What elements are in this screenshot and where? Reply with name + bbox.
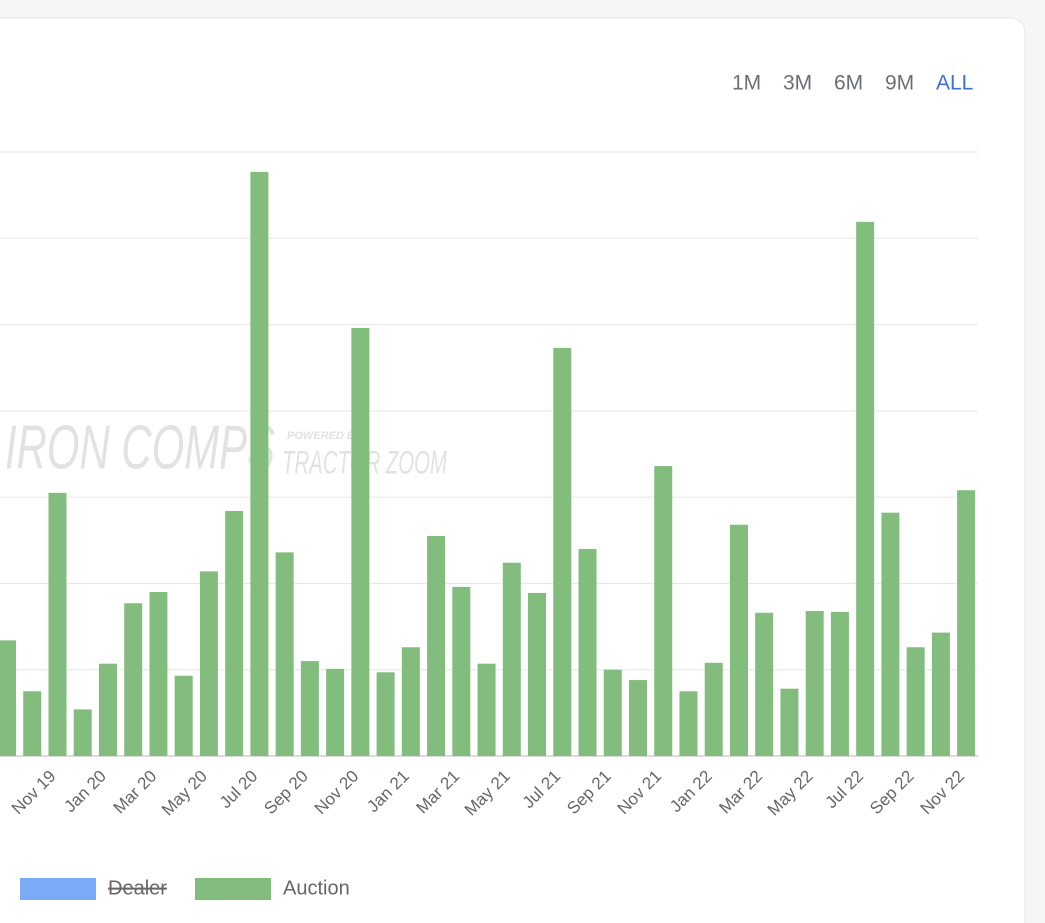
bar bbox=[250, 171, 269, 757]
bar bbox=[452, 586, 471, 756]
range-button[interactable]: 6M bbox=[834, 72, 863, 95]
range-button[interactable]: 3M bbox=[783, 72, 812, 95]
bar bbox=[300, 661, 319, 756]
legend-label[interactable]: Dealer bbox=[108, 877, 167, 899]
bar bbox=[502, 562, 521, 756]
bar bbox=[704, 662, 723, 756]
bar bbox=[149, 592, 168, 756]
bar bbox=[401, 647, 420, 756]
bar bbox=[376, 672, 395, 756]
bar bbox=[856, 221, 875, 757]
legend-swatch[interactable] bbox=[20, 878, 96, 900]
bar bbox=[0, 640, 16, 756]
range-button[interactable]: 9M bbox=[885, 72, 914, 95]
bar bbox=[780, 688, 799, 756]
bar bbox=[553, 347, 572, 756]
bar bbox=[225, 510, 244, 756]
bar bbox=[174, 675, 193, 756]
bar bbox=[654, 466, 673, 756]
legend-label[interactable]: Auction bbox=[283, 877, 350, 899]
bar bbox=[326, 668, 345, 756]
bar bbox=[603, 669, 622, 756]
bar bbox=[931, 632, 950, 756]
watermark-tagline: POWERED BY bbox=[287, 430, 364, 442]
bar bbox=[351, 328, 370, 756]
bar bbox=[477, 663, 496, 756]
bar bbox=[23, 691, 42, 756]
bar bbox=[906, 647, 925, 756]
bar bbox=[578, 548, 597, 756]
range-button[interactable]: ALL bbox=[936, 72, 973, 95]
bar bbox=[124, 603, 143, 756]
legend-swatch[interactable] bbox=[195, 878, 271, 900]
bar bbox=[48, 492, 67, 756]
bar bbox=[275, 552, 294, 756]
bar bbox=[629, 680, 647, 756]
bar bbox=[805, 611, 824, 756]
bar bbox=[528, 592, 547, 756]
bar bbox=[729, 524, 748, 756]
bar bbox=[427, 535, 446, 756]
bar bbox=[881, 512, 900, 756]
bar bbox=[73, 709, 92, 756]
bar bbox=[957, 490, 976, 756]
bar bbox=[98, 663, 117, 756]
bar bbox=[755, 612, 774, 756]
bar bbox=[830, 611, 849, 756]
bar bbox=[679, 691, 698, 756]
range-button[interactable]: 1M bbox=[732, 72, 761, 95]
bar bbox=[199, 571, 218, 756]
watermark-brand: IRON COMPS bbox=[5, 413, 275, 482]
